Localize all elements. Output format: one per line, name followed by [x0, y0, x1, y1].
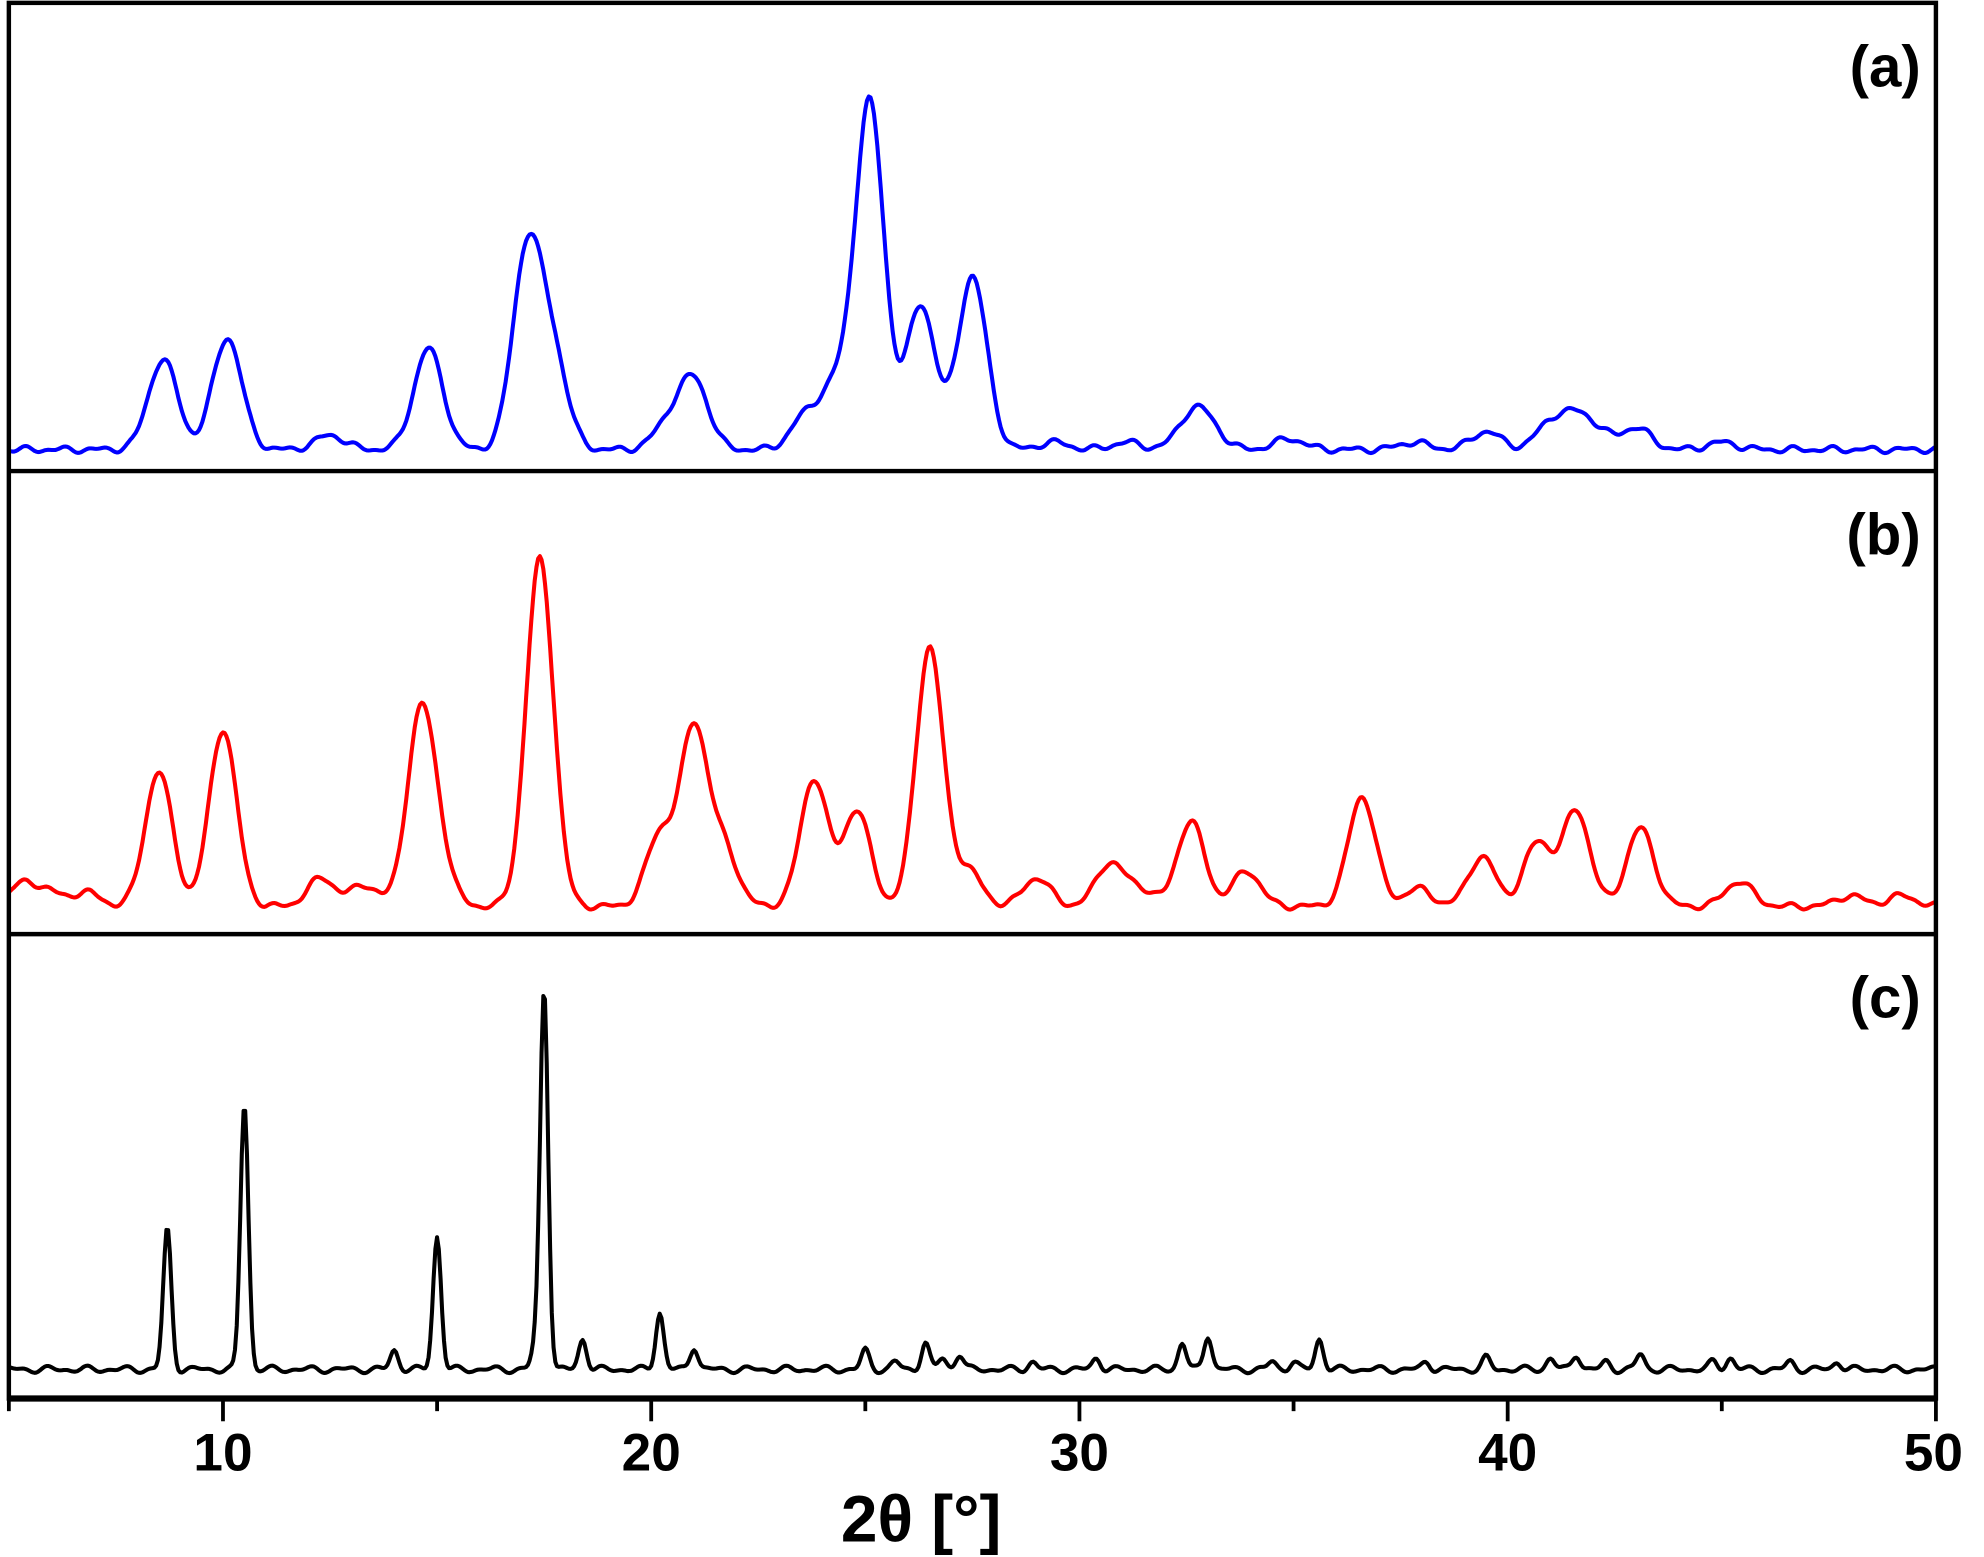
- panels: (a) (b) (c): [7, 34, 1937, 1376]
- plot-border: [6, 0, 1939, 1401]
- x-tick-label: 50: [1904, 1424, 1963, 1483]
- xrd-pattern-c: [8, 993, 1937, 1376]
- x-axis-label: 2θ [°]: [841, 1481, 1002, 1555]
- x-tick-label: 10: [193, 1424, 252, 1483]
- x-tick-label: 40: [1478, 1424, 1537, 1483]
- plot-frame: [6, 0, 1939, 1401]
- panel-label-b: (b): [1846, 503, 1920, 568]
- panel-label-a: (a): [1850, 34, 1921, 99]
- xrd-pattern-a: [8, 94, 1937, 456]
- panel-label-c: (c): [1850, 966, 1921, 1031]
- x-tick-label: 30: [1050, 1424, 1109, 1483]
- x-tick-label: 20: [622, 1424, 681, 1483]
- x-axis: 10 20 30 40 50: [6, 1395, 1963, 1483]
- xrd-pattern-b: [7, 554, 1937, 912]
